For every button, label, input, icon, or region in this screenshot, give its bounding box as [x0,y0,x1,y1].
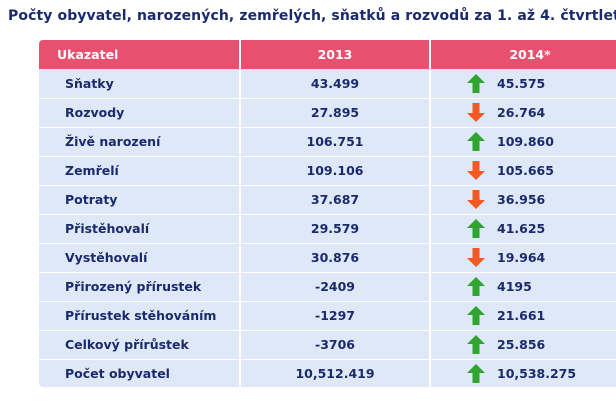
column-divider [239,40,241,387]
value-2013: -3706 [315,337,355,352]
row-separator [39,243,616,244]
arrow-up-icon [467,335,485,354]
value-2013: 27.895 [310,105,360,120]
arrow-down-icon [467,103,485,122]
indicator-label: Přistěhovalí [65,221,150,236]
value-2013: 37.687 [310,192,360,207]
indicator-label: Rozvody [65,105,125,120]
row-separator [39,272,616,273]
arrow-up-icon [467,306,485,325]
table-row: Přirozený přírustek -2409 4195 [39,272,616,301]
row-separator [39,301,616,302]
indicator-label: Vystěhovalí [65,250,148,265]
indicator-label: Zemřelí [65,163,119,178]
table-row: Vystěhovalí 30.876 19.964 [39,243,616,272]
arrow-up-icon [467,219,485,238]
value-2014: 45.575 [497,76,546,91]
table-row: Potraty 37.687 36.956 [39,185,616,214]
value-2014: 105.665 [497,163,554,178]
row-separator [39,185,616,186]
value-2014: 26.764 [497,105,546,120]
indicator-label: Živě narození [65,134,161,149]
row-separator [39,98,616,99]
value-2014: 10,538.275 [497,366,577,381]
arrow-up-icon [467,364,485,383]
header-2013: 2013 [241,40,429,69]
table-row: Zemřelí 109.106 105.665 [39,156,616,185]
table-row: Celkový přírůstek -3706 25.856 [39,330,616,359]
indicator-label: Přirozený přírustek [65,279,202,294]
arrow-up-icon [467,74,485,93]
row-separator [39,156,616,157]
arrow-down-icon [467,190,485,209]
value-2013: -2409 [315,279,355,294]
value-2014: 109.860 [497,134,554,149]
value-2013: 29.579 [310,221,360,236]
statistics-table: Ukazatel 2013 2014* Sňatky 43.499 45.575 Ro… [39,40,616,387]
table-row: Sňatky 43.499 45.575 [39,69,616,98]
row-separator [39,127,616,128]
value-2014: 36.956 [497,192,546,207]
indicator-label: Sňatky [65,76,114,91]
header-indicator-label: Ukazatel [57,47,119,62]
indicator-label: Přírustek stěhováním [65,308,217,323]
header-2014: 2014* [431,40,616,69]
arrow-up-icon [467,132,485,151]
table-row: Rozvody 27.895 26.764 [39,98,616,127]
value-2013: -1297 [315,308,355,323]
table-row: Počet obyvatel 10,512.419 10,538.275 [39,359,616,388]
indicator-label: Celkový přírůstek [65,337,189,352]
header-indicator: Ukazatel [39,40,239,69]
arrow-up-icon [467,277,485,296]
table-row: Živě narození 106.751 109.860 [39,127,616,156]
arrow-down-icon [467,161,485,180]
value-2013: 30.876 [310,250,360,265]
arrow-down-icon [467,248,485,267]
table-row: Přistěhovalí 29.579 41.625 [39,214,616,243]
indicator-label: Počet obyvatel [65,366,170,381]
page-title: Počty obyvatel, narozených, zemřelých, s… [8,8,616,24]
column-divider [429,40,431,387]
row-separator [39,359,616,360]
value-2013: 106.751 [306,134,364,149]
row-separator [39,214,616,215]
value-2014: 41.625 [497,221,546,236]
row-separator [39,330,616,331]
indicator-label: Potraty [65,192,118,207]
value-2014: 4195 [497,279,532,294]
value-2013: 109.106 [306,163,364,178]
value-2013: 10,512.419 [295,366,375,381]
value-2014: 21.661 [497,308,546,323]
value-2014: 25.856 [497,337,546,352]
value-2014: 19.964 [497,250,546,265]
table-row: Přírustek stěhováním -1297 21.661 [39,301,616,330]
value-2013: 43.499 [310,76,360,91]
